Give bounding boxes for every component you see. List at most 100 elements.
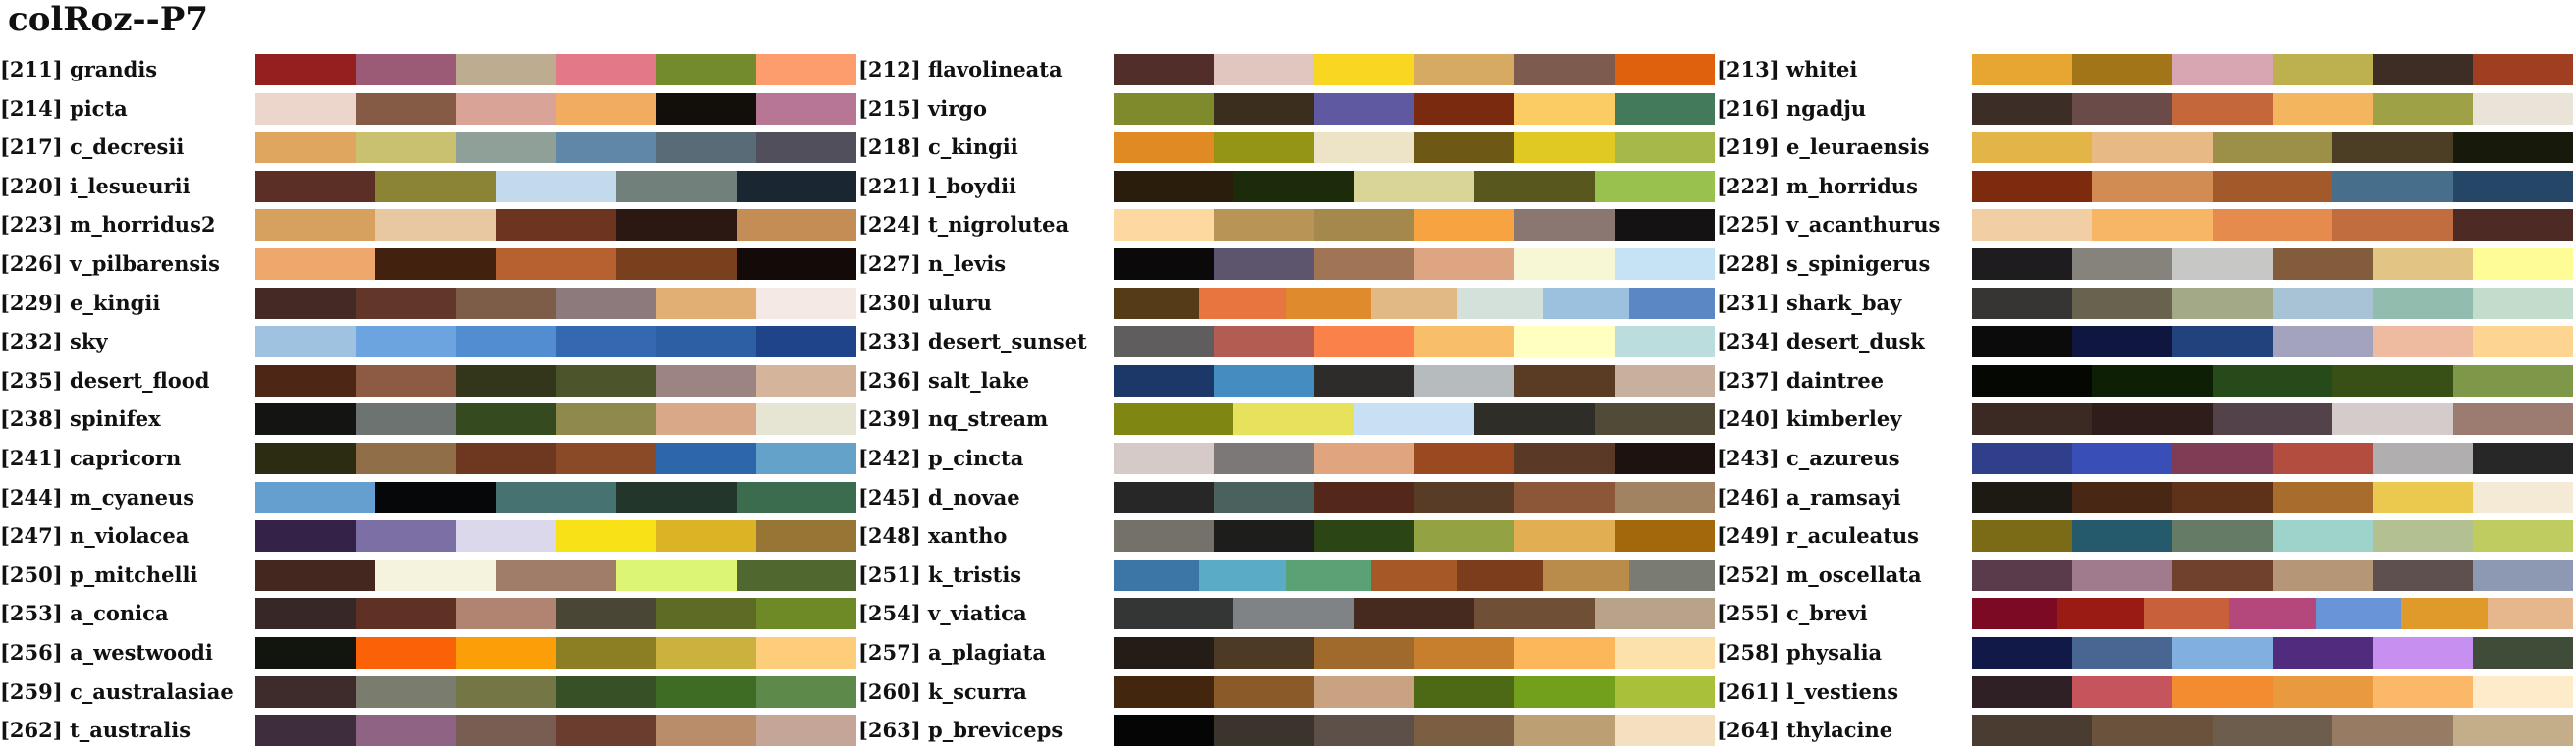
color-cell xyxy=(1114,171,1234,202)
color-cell xyxy=(2172,676,2273,708)
color-cell xyxy=(1314,132,1414,163)
color-cell xyxy=(1628,560,1715,591)
palette-swatch xyxy=(255,676,856,708)
palette-label: [255] c_brevi xyxy=(1717,601,1868,625)
color-cell xyxy=(1414,676,1514,708)
color-cell xyxy=(1214,637,1314,669)
color-cell xyxy=(2172,520,2273,552)
color-cell xyxy=(2473,288,2573,319)
color-cell xyxy=(1972,676,2072,708)
color-cell xyxy=(2373,676,2473,708)
color-cell xyxy=(1414,715,1514,746)
color-cell xyxy=(556,443,656,474)
color-cell xyxy=(2452,365,2574,397)
color-cell xyxy=(1474,171,1595,202)
color-cell xyxy=(556,288,656,319)
color-cell xyxy=(375,171,496,202)
color-cell xyxy=(1114,403,1234,435)
color-cell xyxy=(375,248,496,280)
color-cell xyxy=(1414,482,1514,513)
color-cell xyxy=(1114,715,1214,746)
color-cell xyxy=(1314,676,1414,708)
color-cell xyxy=(456,93,556,125)
color-cell xyxy=(1414,365,1514,397)
color-cell xyxy=(1972,93,2072,125)
color-cell xyxy=(736,248,857,280)
color-cell xyxy=(756,598,856,629)
palette-label: [225] v_acanthurus xyxy=(1717,212,1941,237)
color-cell xyxy=(255,288,356,319)
color-cell xyxy=(1514,482,1615,513)
color-cell xyxy=(1972,403,2093,435)
color-cell xyxy=(2332,132,2453,163)
palette-label: [254] v_viatica xyxy=(858,601,1027,625)
palette-label: [236] salt_lake xyxy=(858,368,1030,393)
palette-swatch xyxy=(1972,326,2573,357)
color-cell xyxy=(1114,132,1214,163)
color-cell xyxy=(1972,288,2072,319)
color-cell xyxy=(2373,54,2473,85)
color-cell xyxy=(1972,637,2072,669)
palette-swatch xyxy=(1972,288,2573,319)
color-cell xyxy=(1615,54,1715,85)
color-cell xyxy=(1414,443,1514,474)
palette-swatch xyxy=(255,326,856,357)
color-cell xyxy=(556,598,656,629)
palette-swatch xyxy=(1972,171,2574,202)
color-cell xyxy=(2452,132,2574,163)
color-cell xyxy=(1371,560,1457,591)
palette-swatch xyxy=(255,365,856,397)
palette-swatch xyxy=(1972,520,2573,552)
color-cell xyxy=(2473,560,2573,591)
color-cell xyxy=(356,132,456,163)
color-cell xyxy=(1114,560,1200,591)
color-cell xyxy=(756,93,856,125)
color-cell xyxy=(1314,365,1414,397)
color-cell xyxy=(1594,171,1716,202)
color-cell xyxy=(255,560,376,591)
color-cell xyxy=(2172,54,2273,85)
color-cell xyxy=(456,288,556,319)
color-cell xyxy=(1314,482,1414,513)
palette-label: [249] r_aculeatus xyxy=(1717,523,1919,548)
color-cell xyxy=(2273,520,2373,552)
color-cell xyxy=(456,326,556,357)
color-cell xyxy=(556,132,656,163)
palette-swatch xyxy=(1972,209,2574,241)
color-cell xyxy=(2473,520,2573,552)
color-cell xyxy=(456,403,556,435)
palette-label: [218] c_kingii xyxy=(858,134,1018,159)
color-cell xyxy=(2143,598,2230,629)
color-cell xyxy=(2273,93,2373,125)
palette-swatch xyxy=(1114,403,1716,435)
color-cell xyxy=(756,715,856,746)
color-cell xyxy=(456,132,556,163)
color-cell xyxy=(495,171,617,202)
color-cell xyxy=(456,365,556,397)
color-cell xyxy=(1314,520,1414,552)
color-cell xyxy=(356,637,456,669)
color-cell xyxy=(356,520,456,552)
color-cell xyxy=(1214,326,1314,357)
color-cell xyxy=(1414,248,1514,280)
color-cell xyxy=(255,54,356,85)
color-cell xyxy=(356,676,456,708)
color-cell xyxy=(2373,482,2473,513)
color-cell xyxy=(1514,676,1615,708)
palette-label: [221] l_boydii xyxy=(858,174,1017,198)
color-cell xyxy=(1615,637,1715,669)
color-cell xyxy=(1285,560,1372,591)
color-cell xyxy=(1972,209,2093,241)
color-cell xyxy=(556,520,656,552)
color-cell xyxy=(1114,54,1214,85)
palette-swatch xyxy=(255,132,856,163)
color-cell xyxy=(2473,326,2573,357)
color-cell xyxy=(1114,93,1214,125)
color-cell xyxy=(2092,403,2213,435)
color-cell xyxy=(1615,676,1715,708)
palette-label: [245] d_novae xyxy=(858,485,1020,510)
palette-swatch xyxy=(1114,482,1715,513)
palette-swatch xyxy=(255,482,857,513)
palette-label: [248] xantho xyxy=(858,523,1008,548)
palette-label: [239] nq_stream xyxy=(858,406,1049,431)
